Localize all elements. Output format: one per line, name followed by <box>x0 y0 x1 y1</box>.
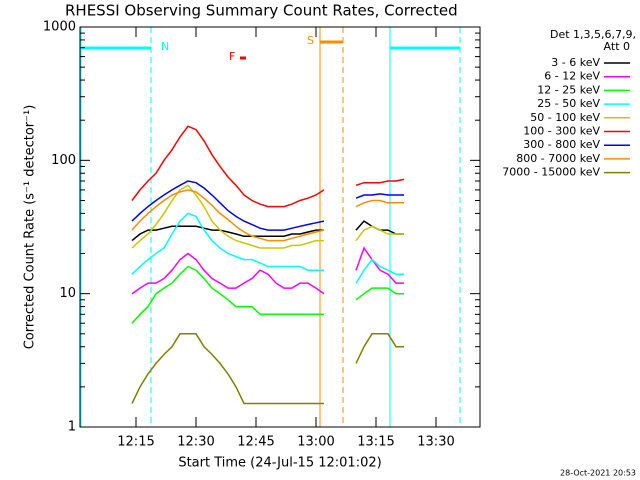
series-line <box>355 178 405 187</box>
series-line <box>355 193 404 199</box>
x-tick-label: 13:30 <box>417 435 454 450</box>
legend-title: Att 0 <box>604 40 630 53</box>
series-line <box>355 287 404 301</box>
footer: 28-Oct-2021 20:53 <box>560 469 636 478</box>
x-tick-label: 12:45 <box>237 435 274 450</box>
series-line <box>131 252 325 295</box>
x-axis-label: Start Time (24-Jul-15 12:01:02) <box>178 456 381 471</box>
series-line <box>131 212 324 275</box>
y-tick-label: 100 <box>51 153 76 168</box>
y-axis-label: Corrected Count Rate (s⁻¹ detector⁻¹) <box>23 105 38 350</box>
chart-title: RHESSI Observing Summary Count Rates, Co… <box>65 2 458 20</box>
series-line <box>355 258 404 284</box>
legend-label: 100 - 300 keV <box>523 125 600 138</box>
series-line <box>131 225 324 242</box>
series-line <box>131 333 324 405</box>
y-tick-label: 10 <box>59 286 76 301</box>
legend-label: 50 - 100 keV <box>530 111 600 124</box>
flags: N S F <box>80 27 461 427</box>
x-tick-label: 12:15 <box>117 435 154 450</box>
legend-label: 25 - 50 keV <box>537 97 600 110</box>
series-line <box>355 333 404 364</box>
legend-label: 300 - 800 keV <box>523 138 600 151</box>
series-line <box>131 184 324 249</box>
flag-label: F <box>229 50 235 63</box>
y-tick-label: 1000 <box>43 20 76 35</box>
series-line <box>131 189 325 242</box>
x-tick-label: 12:30 <box>177 435 214 450</box>
series-line <box>131 180 325 231</box>
series-line <box>355 225 404 242</box>
legend-label: 3 - 6 keV <box>551 56 600 69</box>
legend-label: 12 - 25 keV <box>537 83 600 96</box>
legend-label: 7000 - 15000 keV <box>502 166 600 179</box>
flag-label: N <box>161 40 169 53</box>
series-line <box>355 246 404 284</box>
series-line <box>131 125 325 208</box>
x-tick-label: 13:15 <box>357 435 394 450</box>
legend-label: 6 - 12 keV <box>544 70 600 83</box>
legend-label: 800 - 7000 keV <box>516 152 600 165</box>
series-line <box>355 199 404 208</box>
legend-title: Det 1,3,5,6,7,9, <box>550 28 636 41</box>
x-tick-label: 13:00 <box>297 435 334 450</box>
flag-label: S <box>307 34 314 47</box>
y-tick-label: 1 <box>68 420 76 435</box>
plot-frame <box>79 26 481 428</box>
series-line <box>131 265 324 324</box>
